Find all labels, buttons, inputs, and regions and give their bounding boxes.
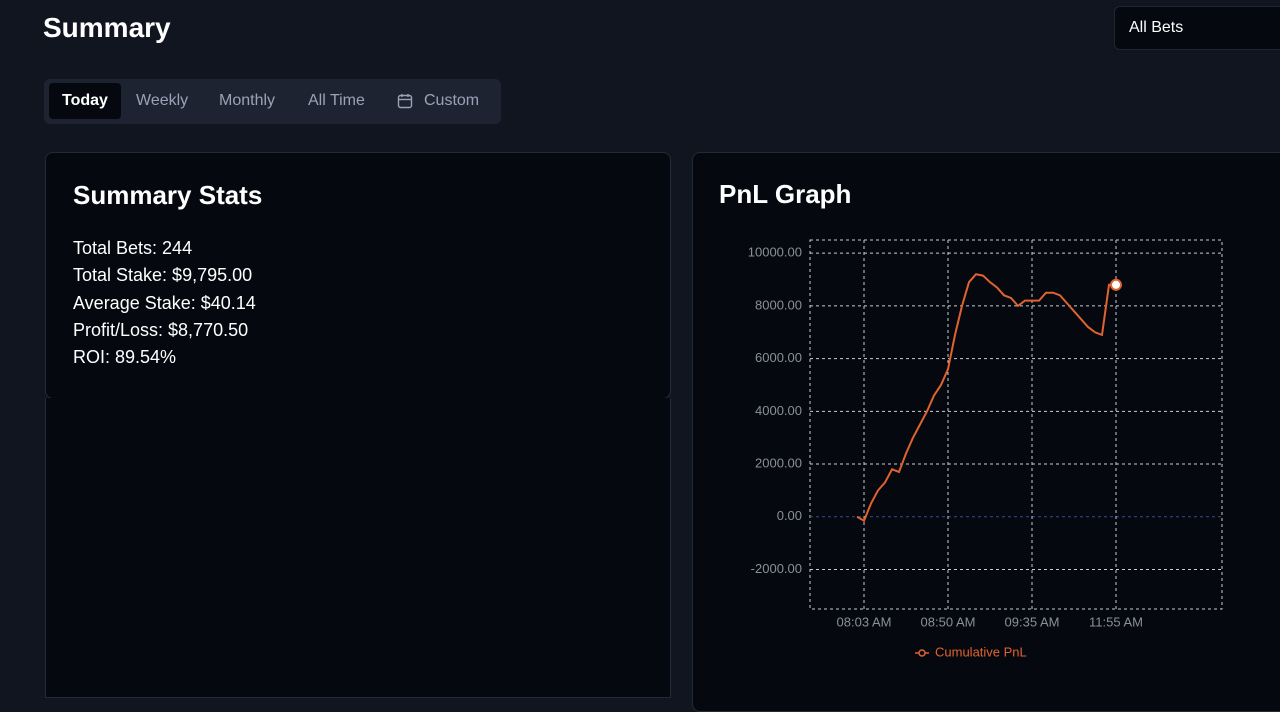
- y-tick-label: 10000.00: [748, 245, 802, 260]
- tab[interactable]: Weekly: [136, 92, 189, 109]
- y-tick-label: 4000.00: [755, 403, 802, 418]
- page-title: Summary: [43, 12, 171, 43]
- y-tick-label: 0.00: [777, 508, 802, 523]
- x-tick-label: 09:35 AM: [1005, 614, 1060, 629]
- stat-line: Average Stake: $40.14: [73, 293, 256, 313]
- tab[interactable]: All Time: [308, 92, 365, 109]
- y-tick-label: -2000.00: [751, 561, 802, 576]
- stat-line: ROI: 89.54%: [73, 347, 177, 367]
- legend-swatch: [918, 649, 926, 657]
- calendar-icon: [397, 94, 413, 109]
- stat-line: Total Bets: 244: [73, 238, 193, 258]
- x-tick-label: 11:55 AM: [1089, 614, 1143, 629]
- pnl-chart: -2000.00 0.00 2000.00 4000.00 6000.00 8000.00…: [748, 239, 1223, 659]
- period-tabs: Today Weekly Monthly All Time Custom: [44, 79, 501, 124]
- y-tick-label: 2000.00: [755, 455, 802, 470]
- legend-label: Cumulative PnL: [935, 644, 1027, 659]
- x-tick-label: 08:03 AM: [837, 614, 892, 629]
- plot-frame: [809, 239, 1223, 610]
- stat-line: Profit/Loss: $8,770.50: [73, 320, 249, 340]
- card-title: Summary Stats: [73, 180, 263, 210]
- x-tick-label: 08:50 AM: [921, 614, 976, 629]
- empty-panel: [45, 398, 671, 698]
- tab[interactable]: Today: [49, 83, 121, 119]
- page: {"header": {"title": "Summary", "filter"…: [43, 6, 1280, 712]
- end-point: [1110, 278, 1122, 291]
- tab[interactable]: Custom: [424, 92, 480, 109]
- y-tick-label: 8000.00: [755, 297, 802, 312]
- y-tick-label: 6000.00: [755, 350, 802, 365]
- card-title: PnL Graph: [719, 179, 852, 209]
- bet-filter-select[interactable]: All Bets: [1114, 6, 1280, 50]
- stat-line: Total Stake: $9,795.00: [73, 265, 253, 285]
- tab[interactable]: Monthly: [219, 92, 276, 109]
- pnl-line: [856, 273, 1116, 523]
- stats-card: Summary Stats Total Bets: 244 Total Stak…: [45, 152, 671, 399]
